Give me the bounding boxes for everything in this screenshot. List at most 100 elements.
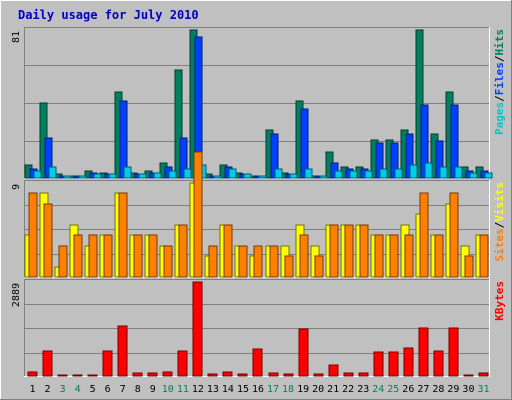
kbytes-kbytes-bar-day-28 — [433, 350, 444, 377]
kbytes-kbytes-bar-day-17 — [268, 372, 279, 377]
day-label-15: 15 — [237, 384, 249, 395]
hits-pages-bar-day-5 — [93, 173, 102, 179]
visits-sites-bar-day-28 — [434, 234, 444, 278]
hits-axis-label-separator: / — [493, 55, 506, 62]
visits-sites-bar-day-21 — [329, 224, 339, 278]
visits-sites-bar-day-27 — [419, 192, 429, 278]
day-label-31: 31 — [477, 384, 489, 395]
hits-pages-bar-day-22 — [349, 170, 358, 179]
day-label-6: 6 — [105, 384, 111, 395]
kbytes-kbytes-bar-day-30 — [463, 374, 474, 377]
kbytes-kbytes-bar-day-1 — [27, 371, 38, 377]
hits-pages-bar-day-30 — [469, 172, 478, 179]
hits-axis-label-pages: Pages — [493, 102, 506, 135]
kbytes-axis-label-kbytes: KBytes — [493, 281, 506, 321]
visits-sites-bar-day-24 — [374, 234, 384, 278]
kbytes-kbytes-bar-day-2 — [42, 350, 53, 377]
hits-ymax-label: 81 — [11, 31, 22, 43]
hits-pages-bar-day-26 — [409, 164, 418, 179]
day-label-18: 18 — [282, 384, 294, 395]
kbytes-kbytes-bar-day-29 — [448, 327, 459, 377]
visits-sites-bar-day-15 — [238, 245, 248, 278]
hits-axis-label-hits: Hits — [493, 29, 506, 56]
kbytes-kbytes-bar-day-27 — [418, 327, 429, 377]
hits-pages-bar-day-2 — [48, 166, 57, 179]
kbytes-kbytes-bar-day-20 — [313, 373, 324, 377]
visits-sites-bar-day-5 — [88, 234, 98, 278]
hits-axis-label: Pages/Files/Hits — [493, 29, 506, 135]
visits-sites-bar-day-11 — [178, 224, 188, 278]
day-label-5: 5 — [90, 384, 96, 395]
visits-sites-bar-day-25 — [389, 234, 399, 278]
kbytes-kbytes-bar-day-31 — [478, 372, 489, 377]
hits-pages-bar-day-31 — [484, 172, 493, 179]
kbytes-kbytes-bar-day-19 — [298, 328, 309, 377]
kbytes-kbytes-bar-day-14 — [222, 371, 233, 377]
day-label-7: 7 — [120, 384, 126, 395]
hits-pages-bar-day-25 — [394, 168, 403, 179]
hits-pages-bar-day-24 — [379, 168, 388, 179]
hits-pages-bar-day-16 — [258, 175, 267, 179]
kbytes-kbytes-bar-day-5 — [87, 374, 98, 377]
kbytes-kbytes-bar-day-15 — [237, 373, 248, 377]
day-label-4: 4 — [75, 384, 81, 395]
day-label-8: 8 — [135, 384, 141, 395]
hits-pages-bar-day-9 — [153, 172, 162, 179]
chart-title: Daily usage for July 2010 — [18, 8, 199, 22]
hits-axis-label-separator: / — [493, 95, 506, 102]
hits-hits-bar-day-11 — [174, 69, 183, 179]
day-label-10: 10 — [162, 384, 174, 395]
visits-sites-bar-day-19 — [299, 234, 309, 278]
day-label-17: 17 — [267, 384, 279, 395]
hits-pages-bar-day-27 — [424, 162, 433, 179]
hits-pages-bar-day-14 — [228, 168, 237, 179]
day-label-1: 1 — [30, 384, 36, 395]
hits-files-bar-day-19 — [300, 108, 309, 179]
hits-pages-bar-day-28 — [439, 166, 448, 179]
kbytes-kbytes-bar-day-23 — [358, 372, 369, 377]
visits-sites-bar-day-9 — [148, 234, 158, 278]
hits-pages-bar-day-18 — [289, 173, 298, 179]
day-label-29: 29 — [447, 384, 459, 395]
hits-pages-bar-day-15 — [243, 173, 252, 179]
hits-pages-bar-day-19 — [304, 168, 313, 179]
visits-sites-bar-day-30 — [464, 255, 474, 278]
hits-panel: 81 Pages/Files/Hits — [11, 27, 506, 179]
hits-pages-bar-day-29 — [454, 166, 463, 179]
day-label-23: 23 — [357, 384, 369, 395]
hits-pages-bar-day-7 — [123, 166, 132, 179]
kbytes-kbytes-bar-day-24 — [373, 351, 384, 377]
day-label-13: 13 — [207, 384, 219, 395]
day-label-3: 3 — [60, 384, 66, 395]
hits-pages-bar-day-4 — [78, 175, 87, 179]
kbytes-kbytes-bar-day-7 — [117, 325, 128, 377]
visits-axis-label-visits: Visits — [493, 182, 506, 222]
day-label-21: 21 — [327, 384, 339, 395]
visits-sites-bar-day-6 — [103, 234, 113, 278]
visits-sites-bar-day-3 — [58, 245, 68, 278]
hits-pages-bar-day-6 — [108, 173, 117, 179]
kbytes-kbytes-bar-day-25 — [388, 351, 399, 377]
day-label-25: 25 — [387, 384, 399, 395]
visits-sites-bar-day-2 — [43, 203, 53, 278]
day-label-24: 24 — [372, 384, 384, 395]
kbytes-kbytes-bar-day-12 — [192, 281, 203, 377]
kbytes-ymax-label: 2889 — [11, 283, 22, 307]
day-label-2: 2 — [45, 384, 51, 395]
hits-pages-bar-day-17 — [274, 168, 283, 179]
day-labels: 1 2 3 4 5 6 7 8 9 10 11 12 13 14 15 16 17 18 19 20 21 22 23 24 2… — [30, 384, 490, 395]
hits-pages-bar-day-3 — [63, 175, 72, 179]
kbytes-kbytes-bar-day-22 — [343, 372, 354, 377]
kbytes-series-kbytes — [27, 281, 489, 377]
visits-sites-bar-day-8 — [133, 234, 143, 278]
hits-hits-bar-day-27 — [415, 29, 424, 179]
visits-sites-bar-day-23 — [359, 224, 369, 278]
day-label-26: 26 — [402, 384, 414, 395]
hits-pages-bar-day-10 — [168, 170, 177, 179]
visits-sites-bar-day-12 — [193, 151, 203, 278]
hits-pages-bar-day-1 — [33, 170, 42, 179]
kbytes-kbytes-bar-day-4 — [72, 374, 83, 377]
kbytes-kbytes-bar-day-10 — [162, 371, 173, 377]
